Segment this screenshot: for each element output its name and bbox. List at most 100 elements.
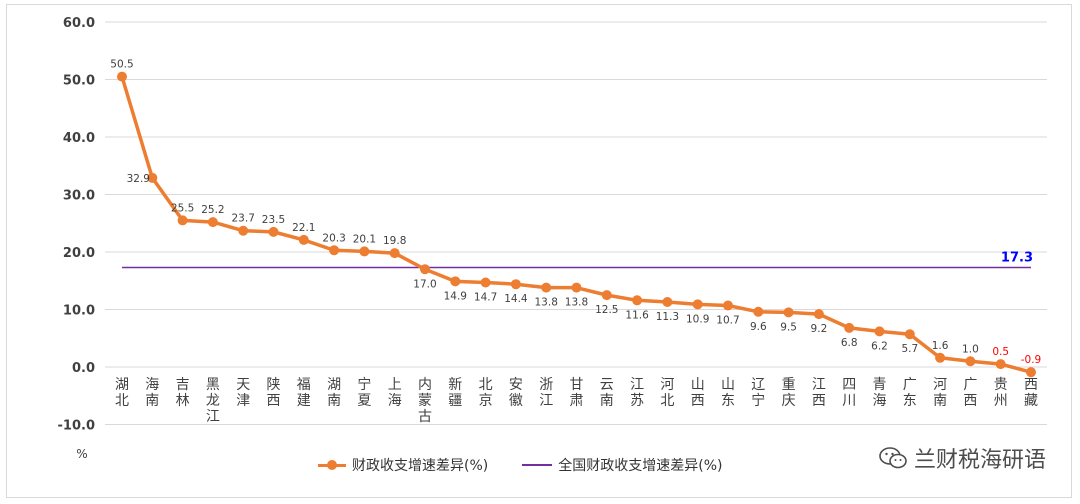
data-point [541,282,552,293]
x-tick-label: 贵 [994,377,1008,393]
data-point [147,172,158,183]
y-tick-label: 20.0 [63,246,95,261]
data-point [723,300,733,311]
x-tick-label: 北 [115,393,129,409]
data-label: 23.7 [232,213,255,225]
data-label: 9.5 [780,321,797,333]
data-label: 10.7 [716,314,739,326]
x-tick-label: 州 [994,393,1008,409]
chart-frame [6,4,1072,498]
x-tick-label: 藏 [1024,393,1038,409]
x-tick-label: 西 [812,393,826,409]
x-tick-label: 西 [267,393,281,409]
x-tick-label: 辽 [751,377,765,393]
x-tick-label: 南 [327,393,341,409]
x-tick-label: 东 [903,393,917,409]
x-tick-label: 庆 [782,393,796,409]
data-point [329,245,340,256]
data-label: 32.9 [127,173,150,185]
data-point [601,290,612,301]
x-tick-label: 南 [933,393,947,409]
data-point [298,234,309,245]
legend-line-marker-icon [318,459,346,470]
data-label: 12.5 [595,304,618,316]
data-label: 6.2 [871,340,888,352]
data-point [965,356,976,367]
x-tick-label: 黑 [206,377,220,393]
data-point [510,279,521,290]
legend: 财政收支增速差异(%) 全国财政收支增速差异(%) [318,455,756,475]
data-label: 20.1 [353,233,376,245]
data-label: 0.5 [992,346,1009,358]
x-tick-label: 西 [963,393,977,409]
y-tick-label: 10.0 [63,304,95,319]
data-label: 9.6 [750,321,767,333]
data-point [844,322,855,333]
data-point [783,307,794,318]
x-tick-label: 古 [418,409,432,425]
x-tick-label: 林 [176,393,190,409]
data-label: 14.4 [504,293,528,305]
x-tick-label: 上 [388,377,402,393]
x-tick-label: 海 [873,393,887,409]
data-point [480,277,491,288]
x-tick-label: 天 [236,377,250,393]
x-tick-label: 陕 [267,377,281,393]
legend-item-reference: 全国财政收支增速差异(%) [522,455,722,475]
series-line [120,76,1032,374]
x-tick-label: 京 [479,393,493,409]
x-tick-label: 福 [297,377,311,393]
data-label: 50.5 [110,59,133,71]
x-tick-label: 肃 [570,393,584,409]
legend-series-label: 财政收支增速差异(%) [352,458,489,474]
x-tick-label: 川 [842,393,856,409]
x-tick-label: 海 [388,393,402,409]
data-label: 11.6 [625,309,649,321]
data-point [753,306,764,317]
data-label: 9.2 [811,323,828,335]
data-label: 20.3 [322,232,345,244]
data-point [632,295,643,306]
data-point [662,297,673,308]
x-tick-label: 津 [236,393,250,409]
x-tick-label: 东 [721,393,735,409]
x-tick-label: 北 [660,393,674,409]
x-tick-label: 南 [145,393,159,409]
x-tick-label: 四 [842,377,856,393]
data-label: 19.8 [383,235,406,247]
data-label: 11.3 [656,311,679,323]
x-tick-label: 浙 [539,377,553,393]
x-tick-label: 苏 [630,393,644,409]
x-tick-label: 安 [509,377,523,393]
x-tick-label: 吉 [176,377,190,393]
data-point [359,246,370,257]
x-tick-label: 江 [630,377,644,393]
data-point [813,309,824,320]
data-label: 10.9 [686,313,709,325]
data-label: 1.6 [932,340,949,352]
x-tick-label: 内 [418,377,432,393]
data-point [571,282,582,293]
x-tick-label: 新 [448,377,462,393]
data-label: 14.9 [444,290,467,302]
x-tick-label: 江 [206,409,220,425]
x-tick-label: 宁 [751,392,765,409]
data-point [1026,367,1036,378]
watermark: 兰财税海研语 [878,442,1046,474]
data-point [692,299,703,310]
data-point [207,217,218,228]
data-point [117,71,127,82]
x-tick-label: 河 [660,377,674,393]
data-point [238,225,249,236]
data-point [904,329,915,340]
x-tick-label: 江 [539,393,553,409]
data-label: 14.7 [474,291,497,303]
data-point [177,215,188,226]
y-tick-label: 30.0 [63,189,95,204]
data-point [420,264,430,275]
data-label: -0.9 [1021,354,1042,366]
y-axis-unit-label: % [76,447,87,461]
data-point [995,359,1006,370]
x-tick-label: 蒙 [418,393,432,409]
